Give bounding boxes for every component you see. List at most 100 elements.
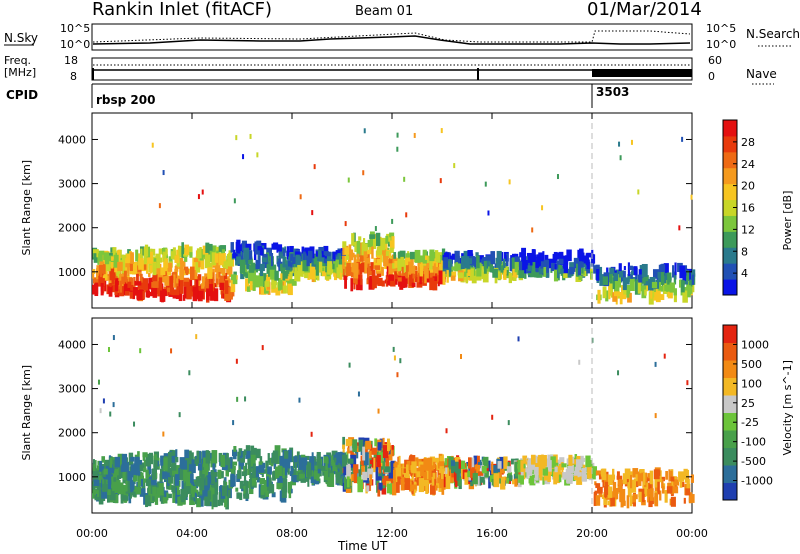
scatter-cell — [432, 472, 436, 480]
scatter-cell — [145, 263, 149, 274]
scatter-cell — [383, 475, 389, 484]
scatter-cell — [174, 474, 179, 486]
scatter-cell — [368, 450, 372, 459]
scatter-cell — [609, 267, 615, 275]
scatter-cell — [149, 452, 153, 465]
scatter-cell — [398, 455, 401, 467]
scatter-cell — [271, 492, 276, 498]
scatter-cell — [371, 447, 377, 455]
scatter-cell — [101, 489, 108, 499]
scatter-cell — [579, 248, 584, 262]
scatter-cell — [205, 476, 208, 486]
scatter-cell — [618, 271, 624, 278]
scatter-cell — [495, 262, 502, 271]
scatter-cell — [224, 287, 231, 301]
scatter-cell — [458, 459, 461, 469]
scatter-cell — [472, 473, 478, 485]
x-tick-label: 04:00 — [176, 527, 208, 540]
scatter-cell — [97, 273, 102, 287]
scatter-cell — [239, 492, 243, 501]
scatter-cell — [109, 467, 115, 474]
scatter-cell — [374, 438, 378, 447]
scatter-cell — [664, 284, 668, 292]
scatter-cell — [262, 263, 265, 272]
scatter-cell — [342, 448, 345, 453]
scatter-cell — [433, 258, 439, 271]
scatter-cell — [121, 464, 126, 471]
scatter-cell — [417, 272, 421, 283]
scatter-cell — [94, 495, 100, 501]
scatter-cell — [238, 448, 243, 456]
scatter-cell — [604, 474, 609, 487]
scatter-cell — [379, 249, 385, 255]
scatter-cell — [451, 271, 457, 277]
x-tick-label: 08:00 — [276, 527, 308, 540]
scatter-cell — [363, 243, 369, 252]
scatter-cell — [219, 268, 224, 274]
scatter-cell — [451, 253, 455, 260]
scatter-cell — [351, 233, 355, 246]
scatter-cell — [524, 469, 527, 478]
scatter-cell — [503, 456, 508, 469]
scatter-cell — [281, 486, 287, 498]
scatter-cell — [485, 257, 492, 267]
scatter-cell — [613, 291, 620, 297]
scatter-cell — [252, 277, 256, 291]
scatter-cell — [178, 290, 183, 302]
scatter-cell — [359, 255, 364, 262]
scatter-cell — [492, 268, 498, 278]
scatter-cell — [684, 268, 688, 278]
scatter-cell — [383, 466, 390, 473]
scatter-cell — [357, 479, 363, 493]
scatter-cell — [196, 289, 199, 300]
scatter-cell — [644, 281, 649, 290]
scatter-cell — [160, 456, 164, 463]
scatter-cell — [263, 469, 267, 474]
scatter-cell — [171, 485, 175, 490]
scatter-cell — [167, 464, 171, 470]
scatter-cell — [446, 270, 449, 283]
scatter-cell — [290, 481, 296, 486]
scatter-cell — [99, 478, 102, 484]
scatter-cell — [251, 284, 256, 291]
scatter-cell — [216, 478, 219, 491]
scatter-cell — [331, 455, 335, 466]
scatter-cell — [164, 490, 169, 501]
scatter-cell — [593, 265, 598, 274]
scatter-cell — [388, 450, 393, 461]
scatter-cell — [627, 274, 633, 282]
scatter-cell — [602, 476, 606, 488]
scatter-cell — [369, 459, 375, 465]
scatter-cell — [611, 491, 616, 498]
scatter-cell — [449, 469, 454, 483]
scatter-cell — [229, 466, 236, 471]
scatter-cell — [288, 273, 291, 283]
scatter-cell — [142, 278, 149, 291]
scatter-cell — [232, 466, 236, 478]
scatter-cell — [629, 488, 632, 498]
scatter-cell — [670, 496, 676, 507]
scatter-outlier — [201, 189, 204, 195]
scatter-cell — [563, 259, 569, 274]
scatter-cell — [578, 472, 582, 477]
scatter-cell — [277, 277, 281, 291]
scatter-cell — [210, 291, 215, 301]
scatter-cell — [197, 274, 202, 281]
scatter-outlier — [517, 336, 520, 342]
scatter-cell — [514, 257, 518, 265]
scatter-cell — [140, 472, 144, 479]
scatter-cell — [243, 480, 249, 494]
scatter-cell — [657, 481, 660, 495]
scatter-cell — [237, 470, 242, 479]
scatter-cell — [126, 253, 132, 264]
scatter-cell — [199, 478, 205, 491]
scatter-cell — [155, 272, 160, 282]
scatter-cell — [486, 264, 492, 272]
scatter-cell — [215, 273, 219, 285]
scatter-cell — [174, 255, 180, 263]
scatter-cell — [245, 252, 249, 265]
scatter-cell — [165, 248, 168, 256]
scatter-cell — [672, 486, 679, 494]
scatter-cell — [277, 482, 284, 490]
scatter-cell — [226, 262, 233, 275]
